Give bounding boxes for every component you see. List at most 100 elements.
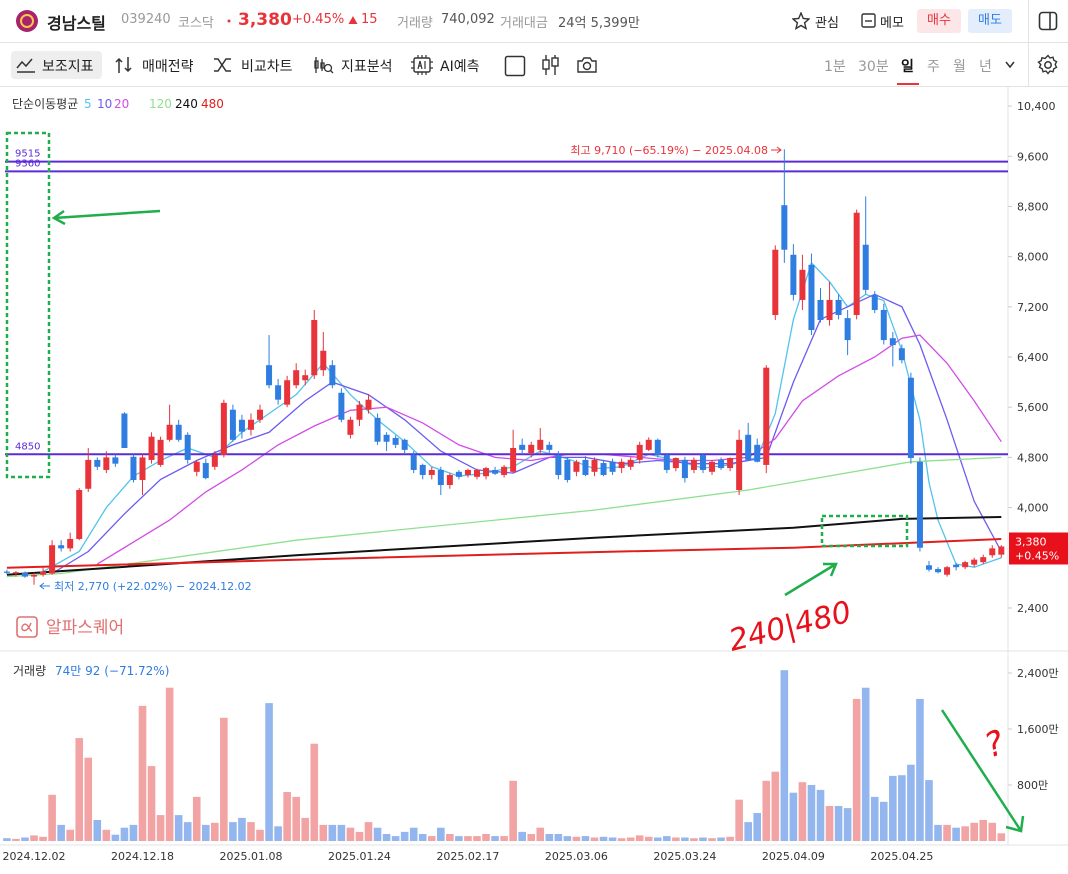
candle-body <box>492 469 499 474</box>
buy-button[interactable]: 매수 <box>917 9 961 33</box>
analysis-icon <box>314 57 334 74</box>
candle-body <box>175 424 182 440</box>
candle-body <box>853 212 860 315</box>
volume-bar <box>816 789 825 841</box>
tool-button[interactable]: 보조지표 <box>42 59 94 75</box>
volume-bar <box>789 792 798 841</box>
star-icon[interactable] <box>792 12 810 30</box>
tool-button[interactable]: 지표분석 <box>341 59 393 75</box>
candle-body <box>112 457 119 464</box>
legend-entry: 240 <box>175 97 198 111</box>
candle-body <box>329 365 336 386</box>
candle-body <box>40 571 47 575</box>
volume-bar <box>581 836 590 841</box>
watch-button[interactable]: 관심 <box>815 16 839 31</box>
volume-bar <box>780 670 789 841</box>
x-tick-label: 2025.02.17 <box>436 850 499 863</box>
volume-bar <box>21 837 29 841</box>
candle-body <box>320 350 327 371</box>
memo-icon[interactable] <box>860 12 877 29</box>
volume-bar <box>807 785 816 841</box>
period-button[interactable]: 주 <box>927 59 940 75</box>
volume-bar <box>292 796 300 841</box>
volume-bar <box>563 836 572 841</box>
y-tick-label: 6,400 <box>1017 351 1049 364</box>
volume-bar <box>111 834 120 841</box>
period-button[interactable]: 년 <box>979 59 992 75</box>
volume-tick-label: 1,600만 <box>1017 723 1059 736</box>
sell-button[interactable]: 매도 <box>968 9 1012 33</box>
volume-bar <box>617 838 626 841</box>
volume-bar <box>238 817 246 841</box>
candle-body <box>473 469 480 477</box>
tool-button[interactable]: 매매전략 <box>142 59 194 75</box>
candle-body <box>916 461 923 548</box>
candle-body <box>166 424 173 440</box>
candle-body <box>998 546 1005 555</box>
legend-title: 단순이동평균 <box>12 97 78 111</box>
x-tick-label: 2025.01.08 <box>219 850 282 863</box>
candle-body <box>374 417 381 442</box>
chevron[interactable] <box>1004 60 1016 70</box>
candle-body <box>699 454 706 470</box>
watermark-logo-glyph <box>21 622 33 632</box>
period-button[interactable]: 월 <box>953 59 966 75</box>
period-button[interactable]: 30분 <box>858 59 889 75</box>
tool-button[interactable]: 비교차트 <box>241 59 293 75</box>
volume-bar <box>319 824 328 841</box>
candle-body <box>817 299 824 321</box>
candle-body <box>645 439 652 450</box>
candle-body <box>510 447 517 472</box>
volume-bar <box>129 824 138 841</box>
square-icon[interactable] <box>504 55 526 77</box>
tool-button[interactable]: AI예측 <box>440 59 480 75</box>
volume-bar <box>482 834 490 841</box>
volume-bar <box>147 766 156 841</box>
candle-body <box>193 461 200 472</box>
y-tick-label: 5,600 <box>1017 401 1049 414</box>
stock-code: 039240 <box>121 12 171 27</box>
candle-body <box>519 444 526 450</box>
candle-body <box>790 254 797 295</box>
volume-bar <box>590 837 599 841</box>
volume-bar <box>771 771 780 841</box>
volume-bar <box>500 836 508 841</box>
settings-icon[interactable] <box>1037 54 1059 76</box>
memo-button[interactable]: 메모 <box>880 16 904 31</box>
candle-body <box>383 434 390 442</box>
volume-bar <box>48 794 56 841</box>
volume-bar <box>310 743 319 841</box>
volume-bar <box>997 833 1006 841</box>
legend-entry: 480 <box>201 97 224 111</box>
highlight-arrow <box>51 209 161 226</box>
volume-bar <box>364 822 373 841</box>
camera-icon[interactable] <box>576 55 598 75</box>
volume-tick-label: 2,400만 <box>1017 667 1059 680</box>
price: 3,380 <box>238 10 292 30</box>
volume-bar <box>183 822 192 841</box>
candle-body <box>537 439 544 450</box>
candle-body <box>21 572 28 577</box>
candle-body <box>148 436 155 460</box>
volume-bar <box>446 834 454 841</box>
volume-bar <box>174 815 183 841</box>
volume-bar <box>889 775 897 841</box>
candle-icon[interactable] <box>541 54 561 76</box>
candle-body <box>989 548 996 556</box>
volume-bar <box>608 837 617 841</box>
candle-body <box>284 380 291 405</box>
volume-bar <box>635 835 644 841</box>
price-line-label: 9515 <box>15 149 40 160</box>
legend-entry: 10 <box>97 97 112 111</box>
period-button[interactable]: 일 <box>901 59 914 75</box>
x-tick-label: 2024.12.18 <box>111 850 174 863</box>
candle-body <box>464 469 471 475</box>
period-button[interactable]: 1분 <box>824 59 846 75</box>
candle-body <box>862 244 869 290</box>
volume-bar <box>509 780 517 841</box>
sidebar-icon[interactable] <box>1038 11 1058 31</box>
divider <box>1028 0 1029 42</box>
low-arrow <box>39 582 50 590</box>
y-tick-label: 8,000 <box>1017 251 1049 264</box>
period-underline <box>897 83 919 85</box>
